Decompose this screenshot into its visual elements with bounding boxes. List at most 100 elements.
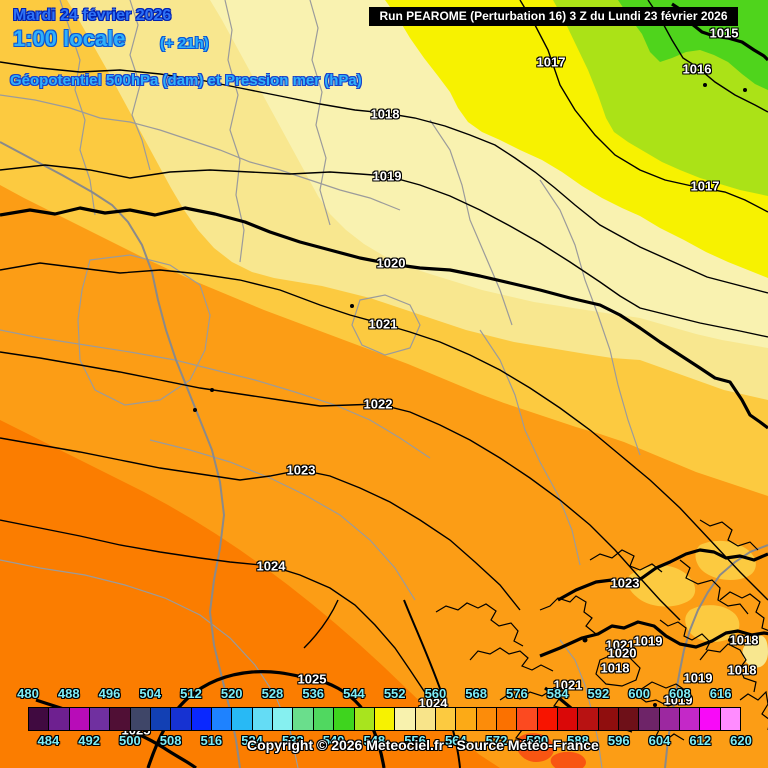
legend-value: 596 (607, 733, 630, 748)
legend-swatch (476, 708, 497, 730)
alps-bold-line (557, 548, 768, 602)
legend-swatch (415, 708, 436, 730)
legend-value: 492 (78, 733, 100, 748)
legend-swatch (110, 708, 131, 730)
isobar-label: 1017 (690, 178, 720, 194)
legend-swatch (578, 708, 599, 730)
legend-swatch (598, 708, 619, 730)
isobar-label: 1024 (256, 558, 286, 574)
legend-swatch (496, 708, 518, 730)
legend-swatch (618, 708, 640, 730)
isobar-label: 1023 (286, 462, 316, 478)
legend-swatch (273, 708, 294, 730)
legend-value: 496 (98, 686, 121, 701)
isobar-1023 (0, 437, 521, 611)
legend-value: 612 (689, 733, 712, 748)
legend-swatch (395, 708, 416, 730)
isobar-1022 (0, 351, 681, 621)
legend-value: 500 (118, 733, 141, 748)
legend-value: 600 (628, 686, 650, 701)
isobar-label: 1018 (370, 106, 400, 122)
isobar-1021 (0, 262, 768, 601)
legend-value: 604 (648, 733, 671, 748)
legend-value: 608 (669, 686, 691, 701)
legend-value: 572 (485, 733, 508, 748)
isobar-label: 1019 (663, 692, 693, 708)
legend-swatch (659, 708, 680, 730)
isobar-label: 1025 (297, 671, 327, 687)
legend-value: 484 (37, 733, 60, 748)
legend-swatch (313, 708, 335, 730)
legend-swatch (69, 708, 91, 730)
map-specks (193, 83, 747, 748)
legend-value: 536 (302, 686, 325, 701)
legend-swatch (639, 708, 660, 730)
legend-swatch (354, 708, 375, 730)
legend-swatch (252, 708, 274, 730)
legend-swatch (456, 708, 477, 730)
legend-value: 504 (139, 686, 162, 701)
isobar-label: 1023 (610, 575, 640, 591)
legend-value: 584 (546, 686, 569, 701)
legend-value: 532 (281, 733, 304, 748)
legend-value: 560 (424, 686, 447, 701)
legend-value: 620 (730, 733, 752, 748)
legend-swatch (680, 708, 701, 730)
legend-value: 524 (241, 733, 263, 748)
date-label: Mardi 24 février 2026 (13, 7, 172, 24)
legend-swatch (700, 708, 721, 730)
local-time-label: 1:00 locale (13, 26, 126, 51)
copyright-notice: Copyright © 2026 Meteociel.fr - Source M… (247, 737, 599, 753)
legend-bar (28, 707, 741, 731)
legend-value: 616 (709, 686, 732, 701)
legend-value: 592 (587, 686, 610, 701)
isobar-label: 1018 (727, 662, 757, 678)
alps-bold-line (539, 620, 768, 658)
isobar-label: 1021 (605, 637, 635, 653)
isobar-label: 1018 (729, 632, 759, 648)
isobar-label: 1020 (607, 645, 637, 661)
legend-value: 576 (506, 686, 528, 701)
legend-swatch (720, 708, 741, 730)
legend-swatch (557, 708, 579, 730)
legend-swatch (29, 708, 50, 730)
isobar-label: 1024 (418, 695, 448, 711)
legend-swatch (49, 708, 70, 730)
legend-value: 480 (17, 686, 39, 701)
legend-value: 556 (404, 733, 426, 748)
legend-swatch (537, 708, 558, 730)
parameter-title: Géopotentiel 500hPa (dam) et Pression me… (10, 72, 362, 89)
legend-value: 580 (526, 733, 549, 748)
legend-value: 568 (465, 686, 488, 701)
legend-swatch (151, 708, 172, 730)
isobar-label: 1019 (683, 670, 713, 686)
alps-cream-pocket (742, 635, 768, 668)
legend-swatch (374, 708, 396, 730)
isobar-label: 1016 (682, 61, 712, 77)
forecast-offset-label: (+ 21h) (160, 35, 209, 52)
isobar-1020-bold (0, 206, 768, 430)
legend-value: 548 (363, 733, 386, 748)
legend-value: 540 (322, 733, 345, 748)
isobar-label: 1018 (600, 660, 630, 676)
legend-swatch (130, 708, 152, 730)
legend-value: 512 (180, 686, 202, 701)
legend-swatch (435, 708, 457, 730)
legend-swatch (232, 708, 253, 730)
isobar-1018 (0, 61, 768, 294)
legend-swatch (90, 708, 111, 730)
legend-value: 544 (343, 686, 365, 701)
band-deep-orange (0, 420, 500, 768)
isobar-1019 (0, 164, 768, 338)
hot-patch (550, 751, 586, 768)
hot-patch (516, 733, 555, 762)
legend-swatch (517, 708, 538, 730)
legend-swatch (334, 708, 355, 730)
isobar-label: 1020 (376, 255, 406, 271)
isobar-1024 (0, 519, 431, 701)
isobar-label: 1021 (553, 677, 583, 693)
